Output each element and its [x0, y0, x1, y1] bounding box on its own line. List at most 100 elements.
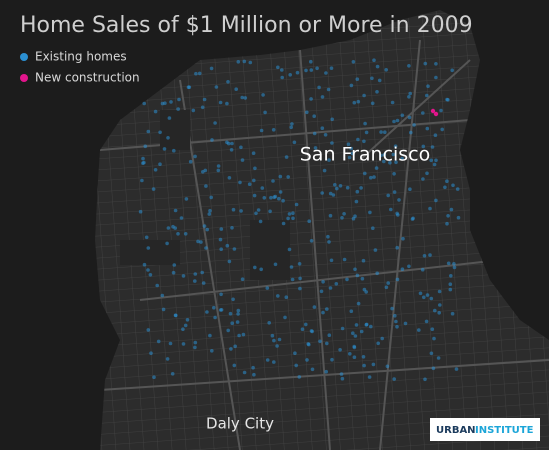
- existing-home: [318, 339, 322, 344]
- existing-home: [382, 159, 386, 164]
- existing-home: [425, 126, 430, 131]
- existing-home: [165, 241, 169, 246]
- existing-home: [294, 202, 299, 207]
- existing-home: [412, 123, 416, 127]
- existing-home: [452, 262, 456, 266]
- existing-home: [352, 345, 357, 350]
- existing-home: [310, 367, 315, 372]
- existing-home: [267, 321, 272, 325]
- existing-home: [252, 178, 256, 183]
- existing-home: [268, 209, 272, 214]
- existing-home: [425, 93, 429, 98]
- legend-label: New construction: [35, 71, 140, 85]
- existing-home: [193, 154, 197, 159]
- existing-home: [440, 127, 445, 132]
- existing-home: [207, 212, 212, 216]
- existing-home: [153, 109, 158, 114]
- legend-label: Existing homes: [35, 50, 127, 64]
- existing-home: [424, 319, 429, 324]
- existing-home: [330, 357, 334, 362]
- existing-home: [431, 366, 436, 371]
- existing-home: [367, 375, 372, 379]
- existing-home: [409, 130, 413, 135]
- existing-home: [320, 126, 325, 130]
- existing-home: [166, 136, 170, 140]
- place-label: Daly City: [206, 415, 274, 433]
- existing-home: [230, 141, 234, 146]
- existing-home: [230, 321, 234, 326]
- existing-home: [326, 87, 331, 92]
- existing-home: [291, 216, 295, 221]
- existing-home: [434, 75, 438, 80]
- existing-home: [236, 308, 241, 313]
- existing-home: [340, 216, 344, 220]
- existing-home: [216, 168, 221, 173]
- existing-home: [193, 340, 198, 345]
- existing-home: [272, 338, 276, 343]
- existing-home: [395, 325, 399, 329]
- existing-home: [197, 71, 202, 76]
- existing-home: [183, 232, 188, 236]
- existing-home: [253, 166, 257, 171]
- existing-home: [277, 196, 281, 201]
- existing-home: [216, 164, 221, 168]
- existing-home: [356, 137, 360, 142]
- existing-home: [393, 314, 397, 318]
- existing-home: [155, 283, 159, 288]
- existing-home: [272, 360, 276, 364]
- existing-home: [437, 311, 442, 315]
- existing-home: [335, 186, 339, 191]
- existing-home: [432, 336, 436, 341]
- existing-home: [439, 108, 443, 113]
- existing-home: [323, 133, 328, 137]
- existing-home: [407, 264, 411, 269]
- existing-home: [238, 180, 242, 185]
- existing-home: [362, 93, 366, 98]
- existing-home: [204, 246, 208, 250]
- existing-home: [422, 295, 426, 300]
- existing-home: [445, 179, 449, 183]
- existing-home: [371, 362, 376, 367]
- existing-home: [287, 212, 292, 216]
- existing-home: [284, 155, 289, 159]
- existing-home: [353, 267, 357, 272]
- existing-home: [289, 265, 294, 269]
- existing-home: [403, 321, 408, 326]
- existing-home: [219, 308, 224, 312]
- existing-home: [289, 125, 294, 130]
- existing-home: [355, 189, 360, 194]
- existing-home: [286, 175, 291, 179]
- existing-home: [369, 175, 373, 180]
- existing-home: [408, 91, 413, 96]
- existing-home: [434, 62, 438, 66]
- existing-home: [452, 265, 457, 270]
- existing-home: [290, 122, 294, 126]
- existing-home: [392, 377, 397, 381]
- existing-home: [327, 240, 331, 244]
- existing-home: [209, 195, 213, 200]
- existing-home: [423, 377, 427, 382]
- existing-home: [226, 328, 230, 333]
- existing-home: [450, 68, 455, 73]
- existing-home: [445, 97, 449, 102]
- existing-home: [407, 64, 411, 68]
- existing-home: [334, 282, 339, 286]
- existing-home: [269, 195, 273, 200]
- existing-home: [152, 375, 156, 380]
- existing-home: [310, 329, 315, 334]
- existing-home: [300, 327, 305, 332]
- existing-home: [234, 87, 238, 91]
- existing-home: [144, 235, 149, 240]
- existing-home: [278, 190, 283, 194]
- existing-home: [456, 215, 461, 220]
- existing-home: [194, 71, 198, 76]
- new-construction: [430, 108, 436, 114]
- existing-home: [240, 95, 244, 100]
- legend: Existing homes New construction: [20, 50, 140, 85]
- existing-home: [191, 108, 196, 113]
- existing-home: [320, 191, 325, 195]
- existing-home: [290, 277, 295, 282]
- existing-home: [281, 221, 286, 226]
- existing-home: [450, 311, 455, 316]
- existing-home: [218, 100, 223, 105]
